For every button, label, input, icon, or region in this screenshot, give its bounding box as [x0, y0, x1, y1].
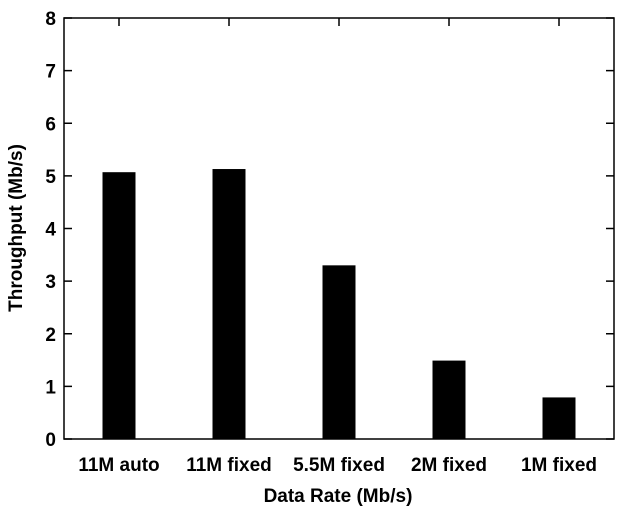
- x-tick-label: 11M fixed: [186, 455, 272, 476]
- x-tick-label: 5.5M fixed: [293, 455, 385, 476]
- bar-series: [102, 169, 576, 439]
- x-tick-label: 11M auto: [78, 455, 159, 476]
- y-tick-label: 2: [45, 325, 56, 346]
- bar-5-5m-fixed: [322, 265, 356, 439]
- y-tick-label: 3: [45, 272, 56, 293]
- bar-11m-auto: [102, 172, 136, 439]
- x-tick-label: 1M fixed: [521, 455, 597, 476]
- bar-2m-fixed: [432, 360, 466, 439]
- y-tick-label: 7: [45, 62, 56, 83]
- y-axis: 0 1 2 3 4 5 6 7 8: [45, 9, 614, 451]
- y-axis-label: Throughput (Mb/s): [6, 144, 27, 312]
- bar-11m-fixed: [212, 169, 246, 439]
- y-tick-label: 1: [45, 377, 56, 398]
- x-axis-label: Data Rate (Mb/s): [264, 486, 413, 507]
- y-tick-label: 8: [45, 9, 56, 30]
- bar-1m-fixed: [542, 397, 576, 439]
- y-tick-label: 0: [45, 430, 56, 451]
- y-tick-label: 5: [45, 167, 56, 188]
- y-tick-label: 4: [45, 220, 56, 241]
- x-tick-label: 2M fixed: [411, 455, 487, 476]
- y-tick-label: 6: [45, 114, 56, 135]
